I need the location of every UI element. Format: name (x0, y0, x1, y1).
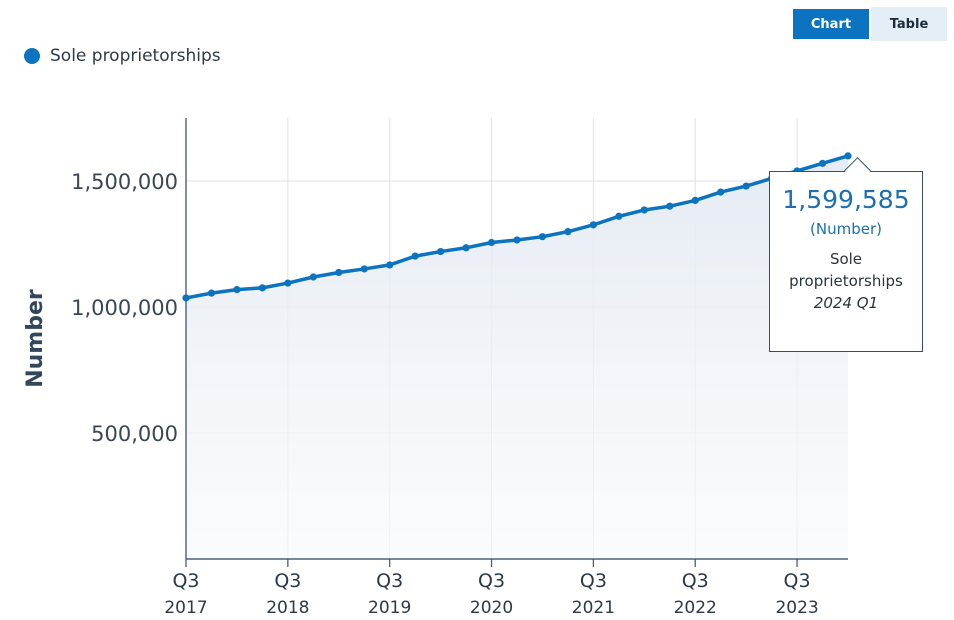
data-point (742, 182, 750, 190)
data-point (615, 212, 623, 220)
data-tooltip: 1,599,585 (Number) Sole proprietorships … (769, 171, 923, 352)
y-tick-label: 1,000,000 (71, 296, 178, 320)
y-tick-label: 500,000 (91, 422, 178, 446)
data-point (564, 228, 572, 236)
x-tick-label: Q3 (376, 570, 403, 592)
legend-marker-icon (24, 48, 40, 64)
data-point (538, 233, 547, 241)
data-point (844, 152, 852, 160)
tooltip-value: 1,599,585 (782, 185, 910, 214)
data-point (462, 244, 470, 252)
legend-item-sole-proprietorships[interactable]: Sole proprietorships (24, 46, 221, 66)
data-point (640, 206, 648, 214)
data-point (309, 273, 317, 281)
x-tick-label: 2017 (164, 598, 207, 618)
x-tick-label: 2020 (470, 598, 513, 618)
data-point (207, 289, 216, 297)
x-tick-label: Q3 (580, 570, 607, 592)
y-tick-label: 1,500,000 (71, 170, 178, 194)
tooltip-unit: (Number) (810, 220, 882, 238)
x-tick-label: 2018 (266, 598, 309, 618)
x-tick-label: 2023 (775, 598, 818, 618)
x-tick-label: 2021 (572, 598, 615, 618)
data-point (182, 294, 190, 302)
y-axis-title: Number (23, 289, 48, 388)
series-area-fill (186, 155, 848, 559)
legend-label: Sole proprietorships (50, 46, 221, 66)
data-point (589, 221, 597, 229)
x-tick-label: Q3 (478, 570, 505, 592)
data-point (691, 196, 699, 205)
tooltip-series: Sole proprietorships (789, 250, 903, 290)
data-point (335, 268, 343, 277)
x-tick-label: Q3 (682, 570, 709, 592)
data-point (437, 247, 445, 256)
chart-view-button[interactable]: Chart (791, 7, 871, 41)
data-point (233, 286, 241, 294)
x-tick-label: Q3 (274, 570, 301, 592)
tooltip-period: 2024 Q1 (813, 294, 879, 312)
view-toggle: Chart Table (791, 7, 947, 41)
data-point (411, 252, 419, 260)
data-point (360, 265, 368, 273)
data-point (487, 238, 496, 247)
data-point (666, 202, 674, 210)
data-point (386, 261, 394, 269)
data-point (717, 188, 725, 196)
data-point (513, 236, 521, 244)
data-point (818, 159, 827, 167)
table-view-button[interactable]: Table (889, 16, 929, 32)
x-tick-label: Q3 (172, 570, 199, 592)
x-tick-label: Q3 (784, 570, 811, 592)
x-tick-label: 2019 (368, 598, 411, 618)
data-point (284, 279, 292, 287)
x-tick-label: 2022 (674, 598, 717, 618)
data-point (258, 284, 266, 292)
